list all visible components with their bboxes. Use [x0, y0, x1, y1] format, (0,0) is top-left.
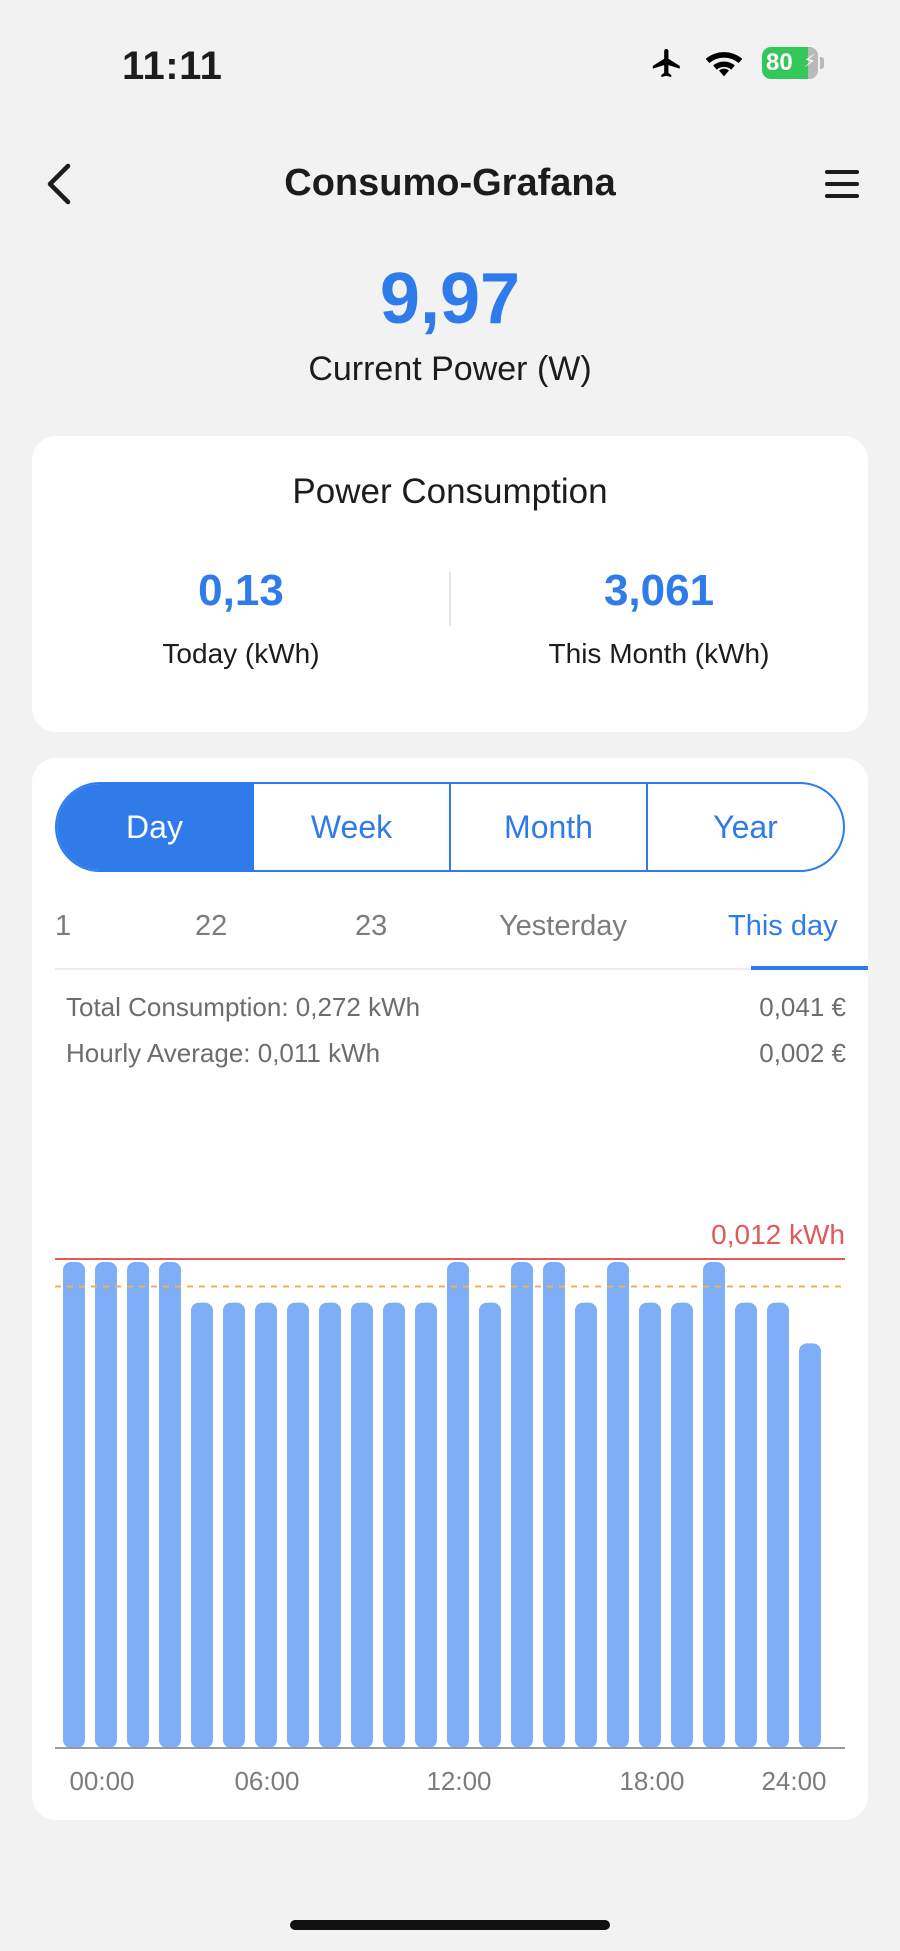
chart-bar — [543, 1262, 565, 1748]
date-tab-22[interactable]: 22 — [195, 910, 228, 942]
chart-bar — [191, 1302, 213, 1748]
chart-bar — [479, 1302, 501, 1748]
chart-bar — [447, 1262, 469, 1748]
active-tab-underline — [751, 966, 868, 970]
chevron-left-icon[interactable] — [38, 158, 82, 210]
x-tick-label: 00:00 — [69, 1766, 134, 1796]
chart-svg: 0,012 kWh 00:00 06:00 12:00 18:00 24:00 — [55, 1219, 845, 1796]
wifi-icon — [705, 52, 743, 77]
chart-bar — [223, 1302, 245, 1748]
total-consumption-label: Total Consumption: 0,272 kWh — [66, 992, 421, 1022]
date-tab-yesterday[interactable]: Yesterday — [499, 910, 627, 942]
total-cost: 0,041 € — [759, 992, 846, 1022]
date-tab-this-day[interactable]: This day — [728, 910, 838, 942]
stat-divider — [449, 572, 451, 626]
chart-bar — [351, 1302, 373, 1748]
tab-year[interactable]: Year — [646, 784, 843, 870]
chart-bar — [511, 1262, 533, 1748]
chart-bar — [255, 1302, 277, 1748]
total-consumption-row: Total Consumption: 0,272 kWh 0,041 € — [66, 992, 846, 1023]
chart-bar — [319, 1302, 341, 1748]
x-tick-label: 18:00 — [619, 1766, 684, 1796]
chart-bar — [95, 1262, 117, 1748]
month-label: This Month (kWh) — [548, 638, 770, 669]
history-card: Day Week Month Year 1 22 23 Yesterday Th… — [32, 758, 868, 1820]
airplane-icon — [652, 48, 680, 78]
chart-bar — [671, 1302, 693, 1748]
chart-bar — [799, 1343, 821, 1748]
chart-bar — [639, 1302, 661, 1748]
period-segmented-control: Day Week Month Year — [55, 782, 845, 872]
month-value: 3,061 — [603, 566, 715, 615]
status-time: 11:11 — [122, 44, 223, 88]
page-title: Consumo-Grafana — [284, 162, 616, 204]
x-tick-label: 06:00 — [234, 1766, 299, 1796]
chart-bar — [415, 1302, 437, 1748]
today-value: 0,13 — [198, 566, 284, 615]
tab-week[interactable]: Week — [252, 784, 449, 870]
chart-bar — [607, 1262, 629, 1748]
hourly-consumption-chart: 0,012 kWh 00:00 06:00 12:00 18:00 24:00 — [32, 1098, 868, 1808]
power-consumption-title: Power Consumption — [292, 472, 608, 511]
max-value-label: 0,012 kWh — [711, 1219, 845, 1250]
x-tick-label: 24:00 — [761, 1766, 826, 1796]
date-tab-23[interactable]: 23 — [355, 910, 388, 942]
month-stat: 3,061 This Month (kWh) — [450, 566, 868, 670]
date-tabs: 1 22 23 Yesterday This day — [55, 888, 868, 970]
date-tab-1[interactable]: 1 — [55, 910, 72, 942]
chart-bar — [575, 1302, 597, 1748]
tab-day[interactable]: Day — [57, 784, 252, 870]
chart-bar — [703, 1262, 725, 1748]
home-indicator — [290, 1920, 610, 1930]
chart-bar — [767, 1302, 789, 1748]
today-label: Today (kWh) — [162, 638, 320, 669]
x-tick-label: 12:00 — [426, 1766, 491, 1796]
navigation-bar: Consumo-Grafana — [0, 150, 900, 220]
today-stat: 0,13 Today (kWh) — [32, 566, 450, 670]
battery-level: 80 — [766, 49, 793, 76]
chart-bar — [159, 1262, 181, 1748]
current-power-value: 9,97 — [379, 259, 521, 339]
hourly-average-label: Hourly Average: 0,011 kWh — [66, 1038, 381, 1068]
charging-bolt-icon: ⚡ — [803, 51, 816, 71]
current-power-label: Current Power (W) — [308, 350, 592, 388]
hourly-average-row: Hourly Average: 0,011 kWh 0,002 € — [66, 1038, 846, 1069]
chart-bar — [287, 1302, 309, 1748]
power-consumption-card: Power Consumption 0,13 Today (kWh) 3,061… — [32, 436, 868, 732]
chart-bar — [127, 1262, 149, 1748]
status-icons: 80 ⚡ — [648, 46, 824, 80]
hamburger-menu-icon[interactable] — [824, 166, 860, 202]
battery-indicator: 80 ⚡ — [762, 47, 824, 79]
hourly-average-cost: 0,002 € — [759, 1038, 846, 1068]
tab-month[interactable]: Month — [449, 784, 646, 870]
chart-bar — [63, 1262, 85, 1748]
chart-bar — [735, 1302, 757, 1748]
chart-bar — [383, 1302, 405, 1748]
